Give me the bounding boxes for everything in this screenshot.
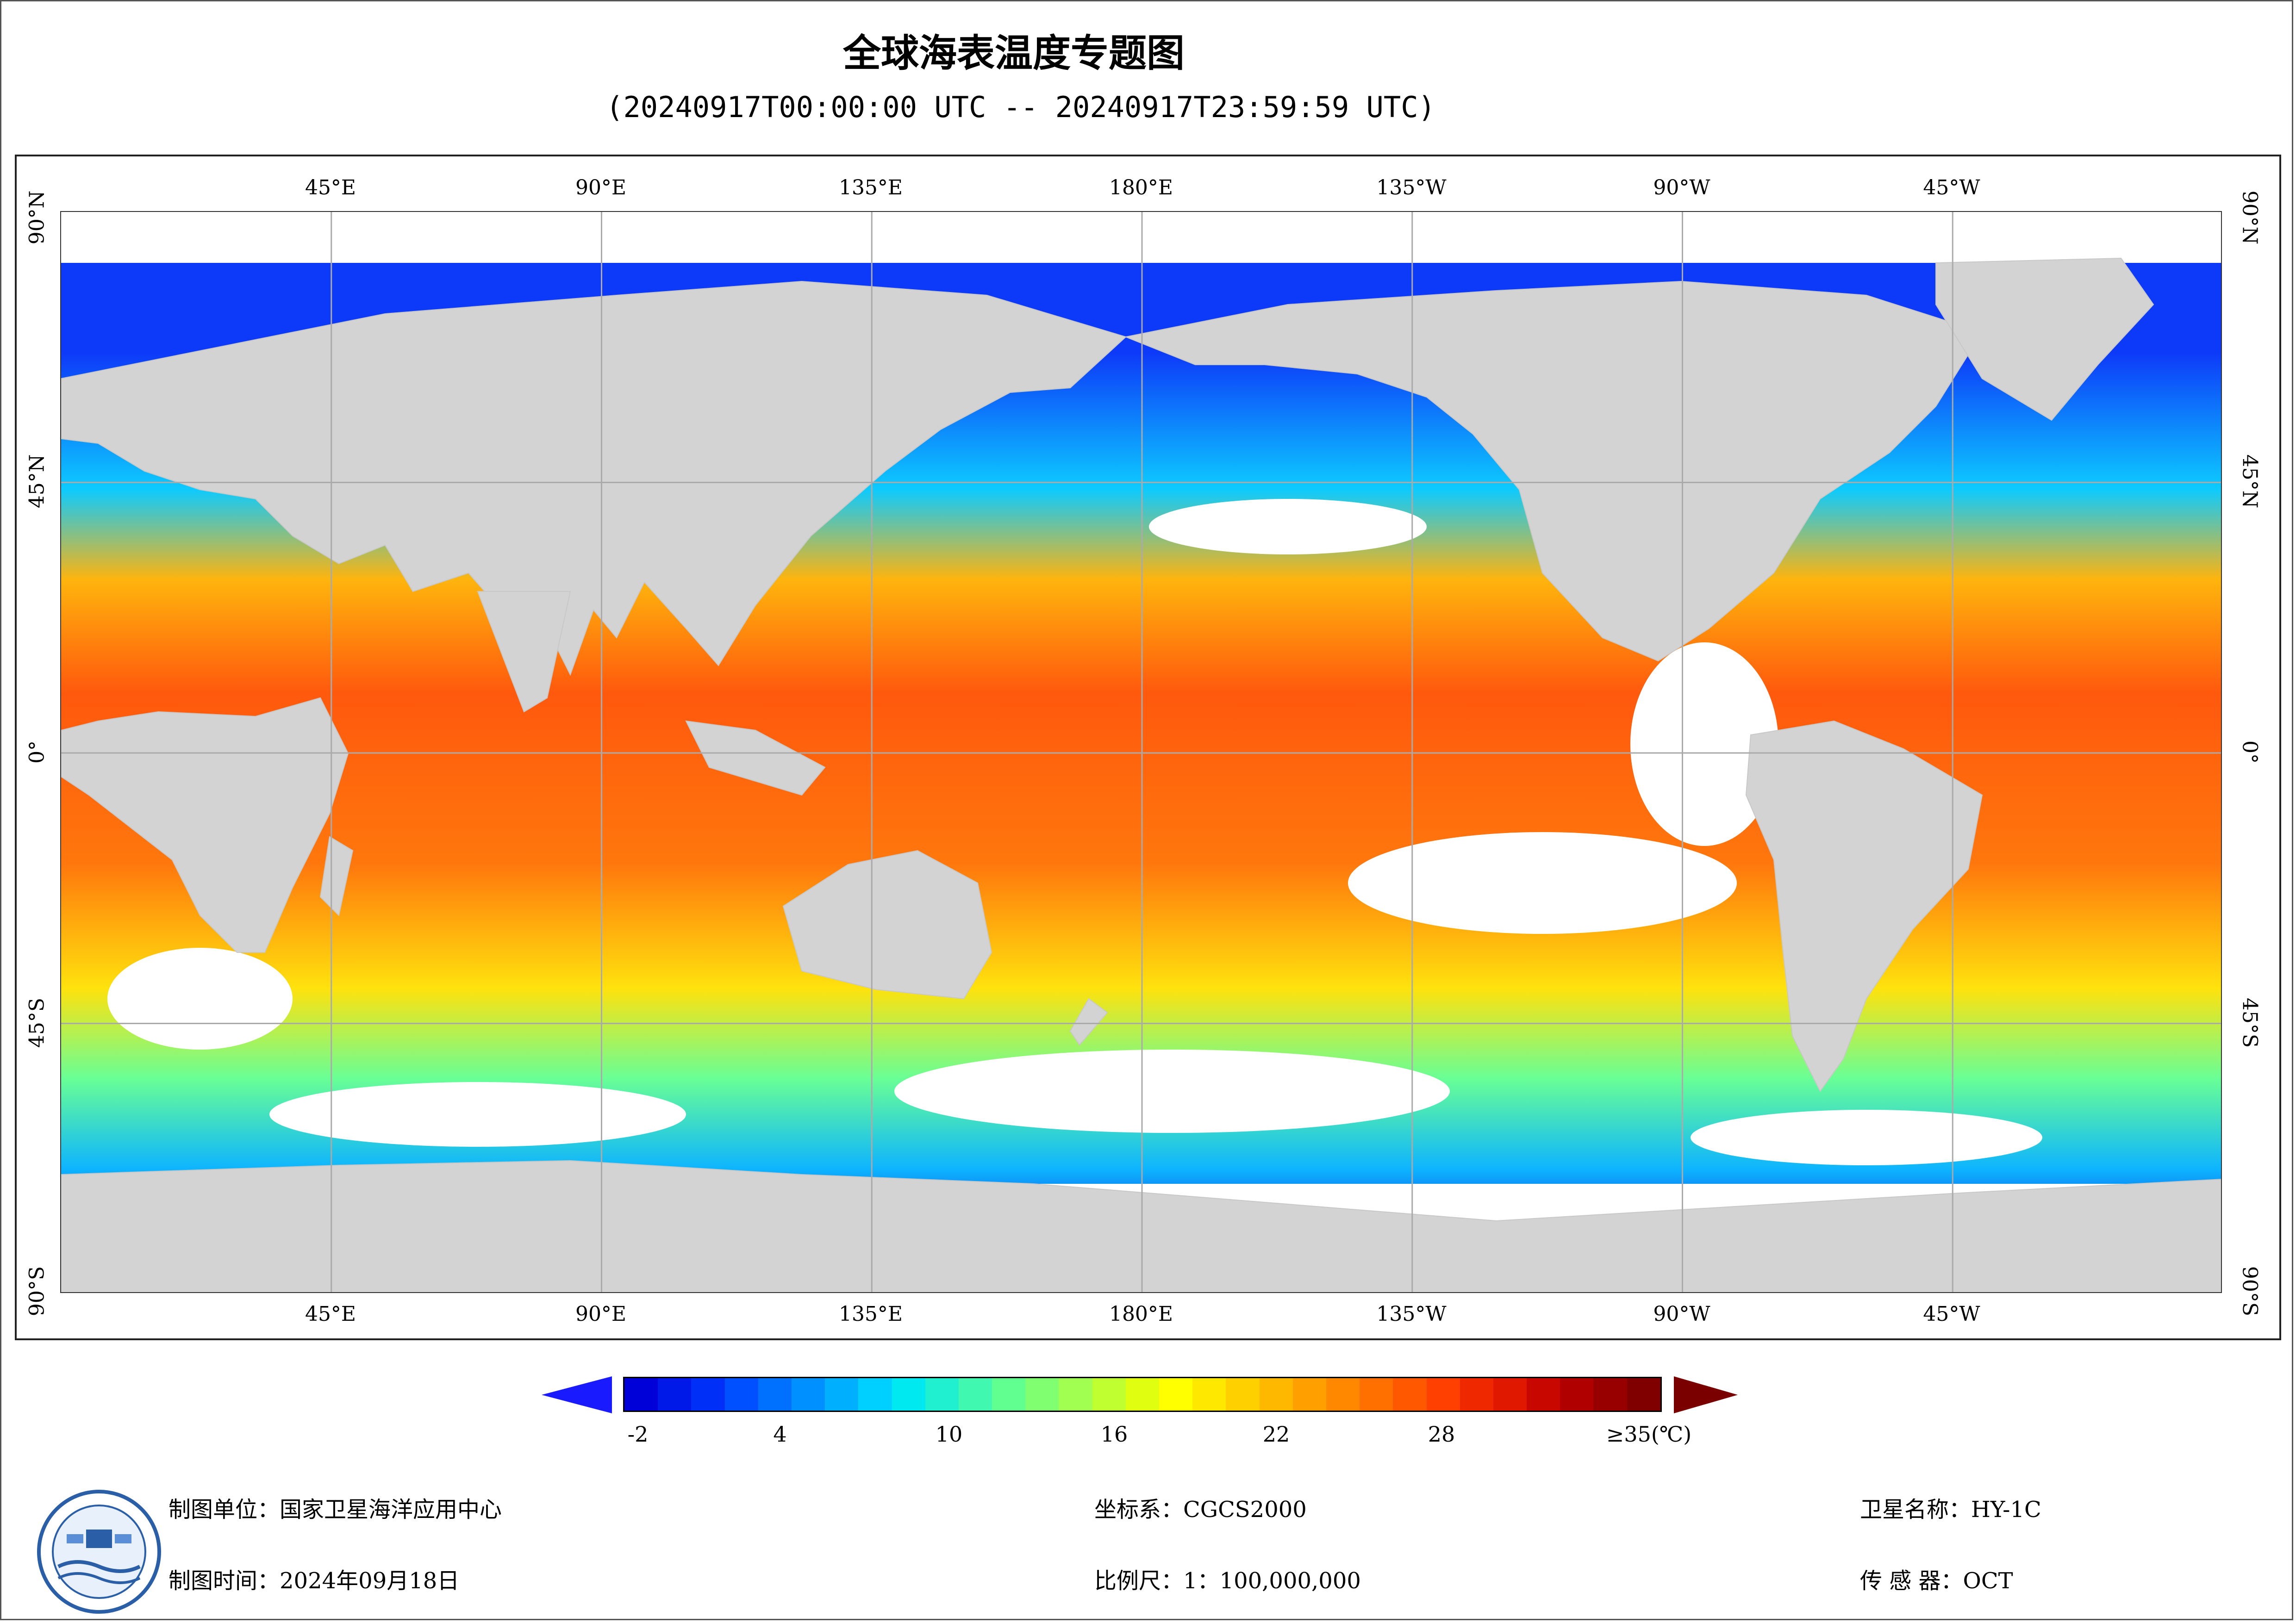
legend-tick-28: 28 bbox=[1428, 1422, 1455, 1447]
legend-swatch bbox=[658, 1378, 692, 1411]
lon-label-top-135e: 135°E bbox=[838, 176, 903, 199]
lon-label-top-135w: 135°W bbox=[1376, 176, 1447, 199]
land-north-america bbox=[1124, 280, 1983, 662]
legend-swatch bbox=[791, 1378, 825, 1411]
lat-label-right-90n: 90°N bbox=[2238, 190, 2262, 245]
legend-swatch bbox=[1426, 1378, 1460, 1411]
map-title: 全球海表温度专题图 bbox=[842, 31, 1185, 75]
lat-label-left-90n: 90°N bbox=[25, 190, 49, 245]
legend-min-arrow bbox=[542, 1376, 612, 1413]
lon-label-top-90w: 90°W bbox=[1653, 176, 1710, 199]
legend-swatch bbox=[858, 1378, 892, 1411]
land-greenland bbox=[1935, 257, 2154, 421]
legend-swatch bbox=[1326, 1378, 1360, 1411]
legend-swatch bbox=[1159, 1378, 1193, 1411]
legend-tick-16: 16 bbox=[1100, 1422, 1128, 1447]
legend-swatch bbox=[1226, 1378, 1260, 1411]
legend-swatch bbox=[1192, 1378, 1226, 1411]
land-madagascar bbox=[319, 836, 354, 917]
lon-label-bottom-90e: 90°E bbox=[575, 1302, 627, 1326]
legend-swatch bbox=[1059, 1378, 1092, 1411]
color-legend-bar bbox=[623, 1377, 1662, 1412]
legend-swatch bbox=[1460, 1378, 1493, 1411]
land-new-zealand bbox=[1069, 998, 1108, 1046]
legend-swatch bbox=[925, 1378, 959, 1411]
legend-swatch bbox=[1527, 1378, 1560, 1411]
lon-label-bottom-135e: 135°E bbox=[838, 1302, 903, 1326]
land-africa bbox=[61, 697, 349, 953]
legend-max-arrow bbox=[1674, 1376, 1738, 1413]
legend-tick-22: 22 bbox=[1262, 1422, 1290, 1447]
legend-tick-35: ≥35(℃) bbox=[1606, 1422, 1692, 1447]
legend-swatch bbox=[1593, 1378, 1627, 1411]
lat-label-right-90s: 90°S bbox=[2238, 1266, 2262, 1317]
time-range: (20240917T00:00:00 UTC -- 20240917T23:59… bbox=[606, 90, 1435, 124]
legend-swatch bbox=[1560, 1378, 1594, 1411]
lon-label-top-45e: 45°E bbox=[305, 176, 356, 199]
lat-label-left-45s: 45°S bbox=[25, 997, 49, 1048]
footer-date: 制图时间：2024年09月18日 bbox=[168, 1568, 460, 1594]
legend-swatch bbox=[724, 1378, 758, 1411]
lon-label-top-45w: 45°W bbox=[1923, 176, 1980, 199]
legend-swatch bbox=[892, 1378, 925, 1411]
legend-swatch bbox=[825, 1378, 859, 1411]
legend-swatch bbox=[1125, 1378, 1159, 1411]
legend-tick-4: 4 bbox=[773, 1422, 787, 1447]
land-eurasia bbox=[61, 280, 1127, 676]
lon-label-bottom-45w: 45°W bbox=[1923, 1302, 1980, 1326]
legend-swatch bbox=[992, 1378, 1026, 1411]
legend-swatch bbox=[691, 1378, 725, 1411]
legend-tick-10: 10 bbox=[935, 1422, 963, 1447]
legend-swatch bbox=[1627, 1378, 1660, 1411]
legend-swatch bbox=[1259, 1378, 1293, 1411]
legend-swatch bbox=[1393, 1378, 1427, 1411]
legend-tick-minus2: -2 bbox=[627, 1422, 649, 1447]
legend-swatch bbox=[1092, 1378, 1126, 1411]
lon-label-bottom-135w: 135°W bbox=[1376, 1302, 1447, 1326]
footer-satellite: 卫星名称：HY-1C bbox=[1860, 1497, 2041, 1523]
lat-label-left-0: 0° bbox=[25, 740, 49, 764]
map-frame bbox=[15, 155, 2281, 1340]
lon-label-bottom-180e: 180°E bbox=[1109, 1302, 1173, 1326]
legend-swatch bbox=[624, 1378, 658, 1411]
lat-label-left-90s: 90°S bbox=[25, 1266, 49, 1317]
legend-swatch bbox=[758, 1378, 792, 1411]
lat-label-left-45n: 45°N bbox=[25, 454, 49, 509]
nsoas-logo-icon bbox=[37, 1490, 161, 1614]
lon-label-bottom-90w: 90°W bbox=[1653, 1302, 1710, 1326]
legend-swatch bbox=[958, 1378, 992, 1411]
lon-label-top-90e: 90°E bbox=[575, 176, 627, 199]
legend-swatch bbox=[1493, 1378, 1527, 1411]
sst-map-svg bbox=[61, 212, 2221, 1292]
lat-label-right-0: 0° bbox=[2238, 740, 2262, 764]
lon-label-top-180e: 180°E bbox=[1109, 176, 1173, 199]
legend-swatch bbox=[1292, 1378, 1326, 1411]
lat-label-right-45s: 45°S bbox=[2238, 997, 2262, 1048]
footer-org: 制图单位：国家卫星海洋应用中心 bbox=[168, 1497, 502, 1523]
lat-label-right-45n: 45°N bbox=[2238, 454, 2262, 509]
land-south-america bbox=[1745, 720, 1983, 1092]
land-india bbox=[477, 591, 571, 713]
footer-crs: 坐标系：CGCS2000 bbox=[1094, 1497, 1307, 1523]
lon-label-bottom-45e: 45°E bbox=[305, 1302, 356, 1326]
graticule bbox=[61, 212, 2221, 1292]
land-indonesia bbox=[685, 720, 826, 796]
legend-swatch bbox=[1025, 1378, 1059, 1411]
sst-map bbox=[60, 211, 2222, 1293]
footer-sensor: 传 感 器：OCT bbox=[1860, 1568, 2013, 1594]
footer-scale: 比例尺：1：100,000,000 bbox=[1094, 1568, 1361, 1594]
legend-swatch bbox=[1360, 1378, 1393, 1411]
